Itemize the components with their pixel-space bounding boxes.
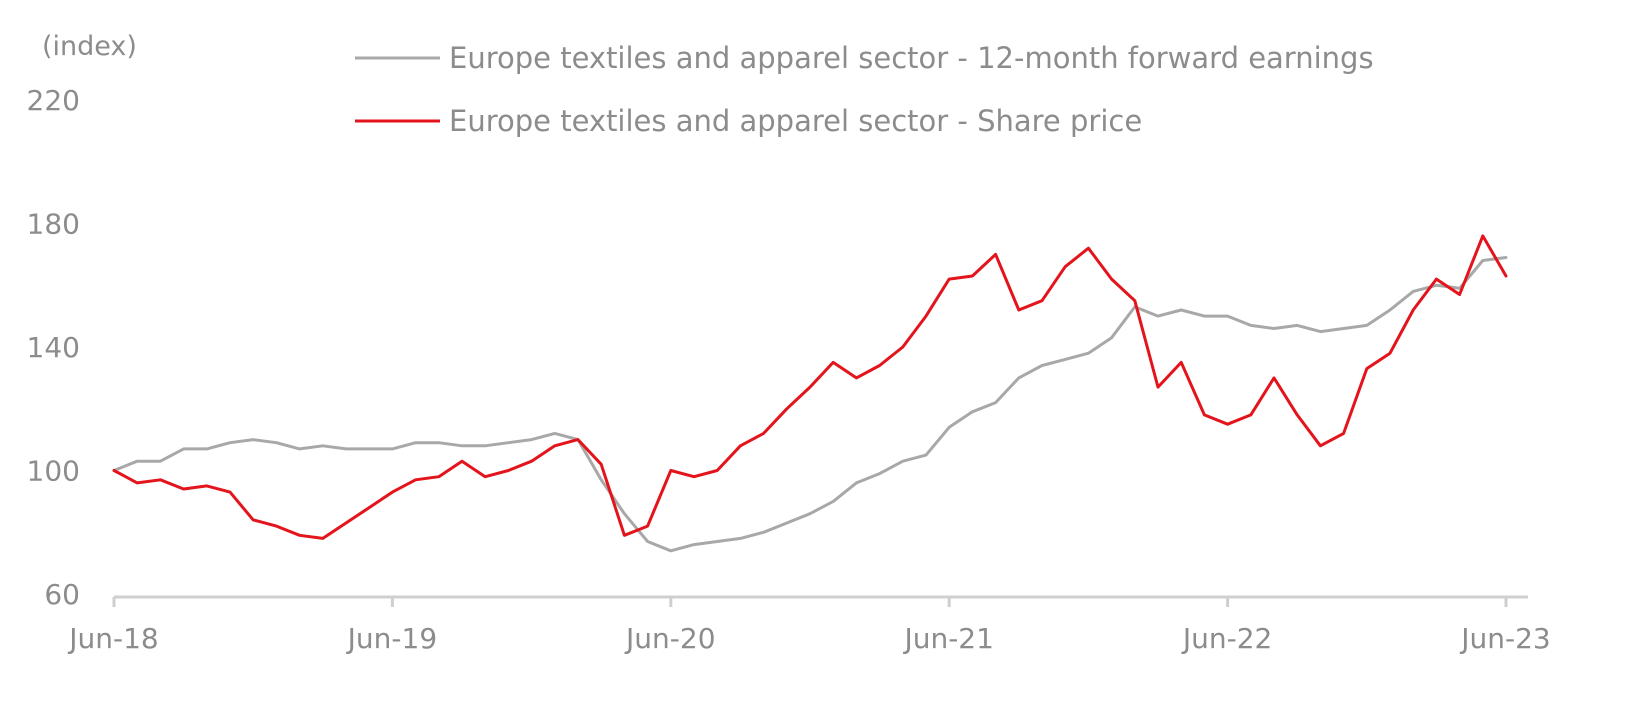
x-tick-label: Jun-23 bbox=[1459, 622, 1550, 655]
y-unit-label: (index) bbox=[42, 31, 137, 62]
legend-label-share-price: Europe textiles and apparel sector - Sha… bbox=[449, 104, 1142, 138]
x-tick-label: Jun-18 bbox=[67, 622, 158, 655]
x-tick-label: Jun-22 bbox=[1181, 622, 1272, 655]
series-line-share-price bbox=[112, 234, 1508, 540]
y-tick-label: 100 bbox=[27, 455, 80, 488]
y-tick-label: 220 bbox=[27, 84, 80, 117]
y-tick-label: 180 bbox=[27, 208, 80, 241]
x-tick-label: Jun-19 bbox=[346, 622, 437, 655]
y-tick-label: 140 bbox=[27, 331, 80, 364]
series-line-earnings bbox=[112, 256, 1508, 553]
legend-label-earnings: Europe textiles and apparel sector - 12-… bbox=[449, 41, 1374, 75]
y-tick-label: 60 bbox=[44, 578, 80, 611]
legend: Europe textiles and apparel sector - 12-… bbox=[355, 41, 1374, 138]
series-layer bbox=[112, 234, 1508, 553]
x-tick-label: Jun-21 bbox=[902, 622, 993, 655]
y-axis-ticks: 220 180 140 100 60 bbox=[27, 84, 80, 611]
x-tick-label: Jun-20 bbox=[624, 622, 715, 655]
x-axis: Jun-18 Jun-19 Jun-20 Jun-21 Jun-22 Jun-23 bbox=[67, 595, 1551, 655]
